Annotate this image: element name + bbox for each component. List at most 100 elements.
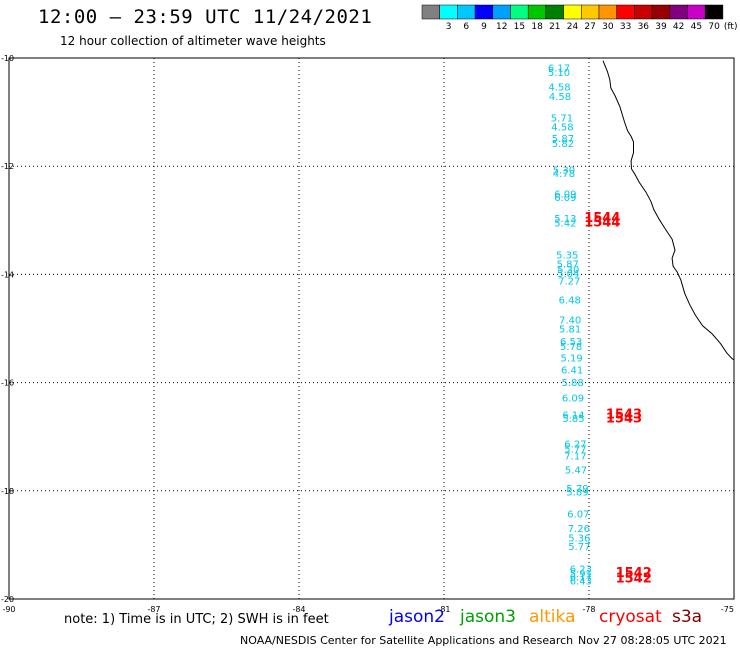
legend-bin-label: 33	[620, 22, 631, 32]
swh-value-label: 6.27	[564, 440, 586, 451]
lon-tick-label: -78	[582, 605, 595, 614]
swh-value-label: 5.78	[560, 342, 582, 353]
swh-value-label: 5.13	[554, 214, 576, 225]
legend-swatch	[439, 4, 458, 20]
legend-bin-label: 18	[531, 22, 543, 32]
swh-value-label: 6.41	[561, 366, 583, 377]
swh-value-label: 5.47	[565, 466, 587, 477]
swh-value-label: 6.09	[554, 193, 576, 204]
swh-value-label: 4.78	[553, 169, 575, 180]
swh-value-label: 4.58	[551, 123, 573, 134]
legend-bin-label: 70	[708, 22, 720, 32]
lat-tick-label: -20	[1, 595, 14, 604]
swh-value-label: 4.58	[549, 92, 571, 103]
generated-timestamp: Nov 27 08:28:05 UTC 2021	[578, 634, 727, 647]
swh-value-label: 4.58	[548, 83, 570, 94]
legend-bin-label: 42	[673, 22, 684, 32]
swh-value-label: 5.87	[552, 134, 574, 145]
swh-value-label: 7.27	[558, 276, 580, 287]
lat-tick-label: -10	[1, 54, 14, 63]
swh-value-label: 5.35	[556, 250, 578, 261]
swh-value-label: 6.43	[570, 577, 592, 588]
swh-value-label: 5.91	[570, 569, 592, 580]
lon-tick-label: -87	[147, 605, 160, 614]
legend-unit-label: (ft)	[724, 22, 738, 32]
lat-lon-grid: -90 -87 -84 -81 -78 -75 -10 -12 -14 -16 -18 -20	[1, 54, 735, 614]
swh-value-label: 5.30	[557, 265, 579, 276]
swh-value-label: 5.88	[562, 378, 584, 389]
lon-tick-label: -75	[721, 605, 734, 614]
swh-value-label: 6.17	[570, 572, 592, 583]
pass-time-label: 1544	[584, 211, 620, 226]
legend-bin-label: 15	[514, 22, 525, 32]
swh-value-label: 5.71	[551, 114, 573, 125]
legend-swatch	[545, 4, 564, 20]
swh-value-label: 5.77	[564, 445, 586, 456]
legend-cryosat: cryosat	[599, 607, 662, 627]
legend-bin-label: 24	[567, 22, 579, 32]
legend-bin-label: 39	[655, 22, 667, 32]
legend-swatch	[563, 4, 582, 20]
legend-s3a: s3a	[672, 607, 703, 627]
swh-value-label: 6.53	[560, 337, 582, 348]
pass-time-label: 1544	[584, 216, 620, 231]
legend-bin-label: 6	[463, 22, 469, 32]
pass-time-label: 1543	[606, 408, 642, 423]
swh-value-label: 5.85	[562, 414, 584, 425]
footer-note: note: 1) Time is in UTC; 2) SWH is in fe…	[64, 612, 329, 627]
swh-value-label: 5.81	[559, 325, 581, 336]
legend-swatch	[457, 4, 476, 20]
swh-value-label: 5.42	[554, 219, 576, 230]
legend-bin-label: 3	[446, 22, 452, 32]
legend-bin-label: 12	[496, 22, 507, 32]
swh-value-label: 5.36	[568, 533, 590, 544]
legend-swatch	[581, 4, 600, 20]
legend-bin-label: 9	[481, 22, 487, 32]
swh-value-label: 6.09	[562, 394, 584, 405]
swh-value-label: 5.10	[548, 68, 570, 79]
swh-value-label: 5.82	[552, 139, 574, 150]
legend-bin-label: 27	[584, 22, 595, 32]
legend-bin-label: 45	[691, 22, 702, 32]
legend-bin-label: 36	[638, 22, 650, 32]
legend-swatch	[527, 4, 547, 20]
swh-points: 6.175.104.584.585.714.585.875.825.304.78…	[548, 64, 592, 588]
pass-time-label: 1543	[606, 411, 642, 426]
legend-swatch	[598, 4, 617, 20]
page-subtitle: 12 hour collection of altimeter wave hei…	[60, 34, 326, 48]
swh-value-label: 5.89	[566, 487, 588, 498]
swh-value-label: 6.09	[554, 189, 576, 200]
legend-jason3: jason3	[460, 607, 516, 627]
pass-time-label: 1542	[616, 566, 652, 581]
swh-value-label: 5.19	[561, 354, 583, 365]
legend-swatch	[492, 4, 511, 20]
swh-value-label: 6.23	[570, 565, 592, 576]
swh-value-label: 6.17	[548, 64, 570, 75]
legend-bin-label: 30	[602, 22, 614, 32]
swh-value-label: 5.04	[557, 269, 579, 280]
credit-text: NOAA/NESDIS Center for Satellite Applica…	[240, 634, 574, 647]
map-frame	[8, 57, 735, 600]
swh-value-label: 7.40	[559, 315, 581, 326]
legend-swatch	[510, 4, 529, 20]
swh-value-label: 6.14	[562, 411, 584, 422]
lat-tick-label: -18	[1, 487, 14, 496]
lat-tick-label: -14	[1, 270, 14, 279]
color-legend: 3 6 9 12 15 18 21 24 27 30 33 36 39 42 45 70 (ft)	[421, 4, 738, 32]
legend-jason2: jason2	[389, 607, 445, 627]
lat-tick-label: -12	[1, 162, 14, 171]
legend-swatch	[634, 4, 653, 20]
legend-altika: altika	[529, 607, 576, 627]
legend-swatch	[474, 4, 494, 20]
page-title: 12:00 – 23:59 UTC 11/24/2021	[38, 6, 373, 28]
swh-value-label: 5.77	[568, 542, 590, 553]
legend-swatch	[687, 4, 706, 20]
swh-value-label: 5.87	[557, 260, 579, 271]
lon-tick-label: -84	[292, 605, 305, 614]
legend-bin-label: 21	[549, 22, 560, 32]
swh-value-label: 6.48	[559, 295, 581, 306]
legend-swatch	[669, 4, 688, 20]
swh-value-label: 7.26	[568, 524, 590, 535]
swh-value-label: 5.79	[566, 484, 588, 495]
